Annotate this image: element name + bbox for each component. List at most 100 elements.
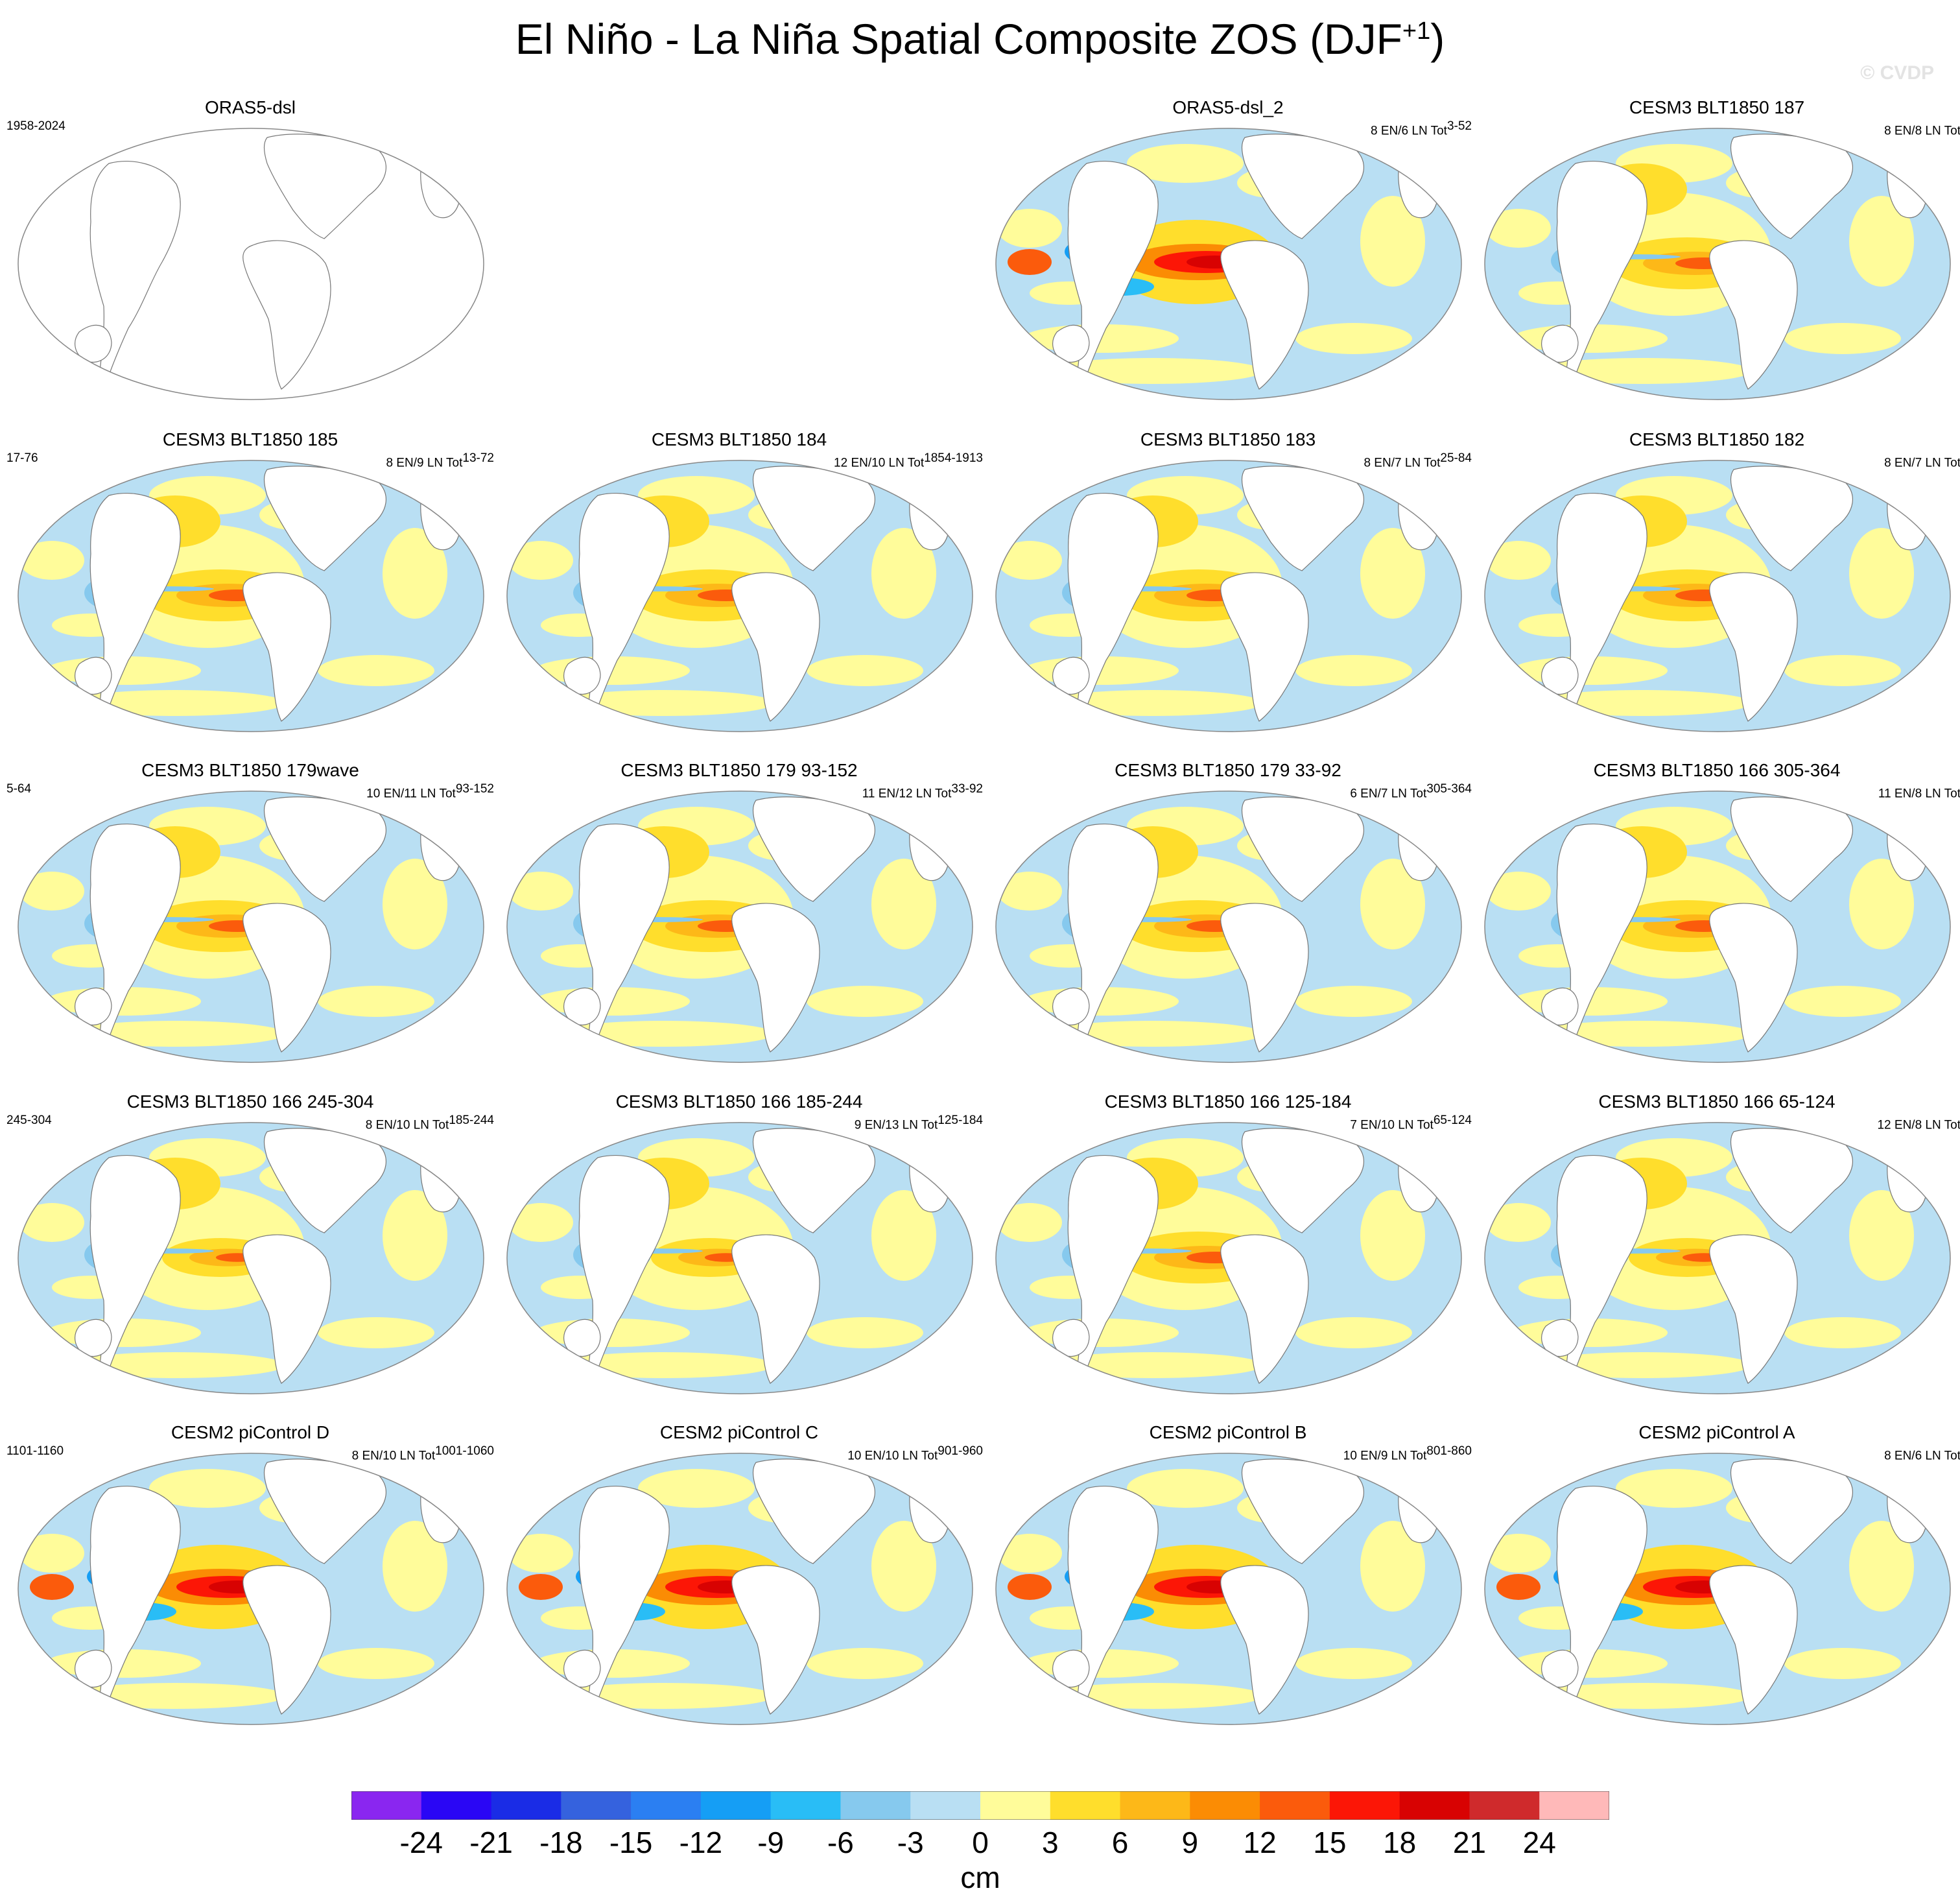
panel-period: 5-64 bbox=[6, 782, 32, 796]
panel-event-count: 12 EN/10 LN Tot1854-1913 bbox=[834, 451, 983, 470]
colorbar-swatch bbox=[491, 1791, 561, 1820]
continent bbox=[731, 903, 820, 1053]
colorbar-tick-label: -21 bbox=[469, 1826, 513, 1859]
event-count-text: 11 EN/8 LN Tot bbox=[1878, 787, 1960, 801]
colorbar-tick-label: 6 bbox=[1111, 1826, 1129, 1859]
map-outline bbox=[18, 1122, 484, 1394]
event-count-text: 8 EN/6 LN Tot bbox=[1884, 1449, 1960, 1463]
panel-title: ORAS5-dsl bbox=[204, 97, 296, 117]
map-panel: ORAS5-dsl_2 8 EN/6 LN Tot3-52 bbox=[984, 97, 1472, 428]
continent bbox=[1556, 823, 1647, 1046]
field-layer bbox=[995, 791, 1462, 1063]
colorbar-tick-label: 12 bbox=[1243, 1826, 1277, 1859]
continent bbox=[1067, 160, 1159, 383]
continent bbox=[1052, 987, 1090, 1026]
continent bbox=[1067, 823, 1159, 1046]
panel-title: ORAS5-dsl_2 bbox=[1172, 97, 1284, 117]
map-panel: CESM3 BLT1850 166 305-364 11 EN/8 LN Tot bbox=[1473, 760, 1960, 1091]
colorbar-tick-label: 9 bbox=[1181, 1826, 1199, 1859]
positive-patch bbox=[871, 528, 936, 619]
field-layer bbox=[1484, 128, 1951, 400]
next-period-text: 801-860 bbox=[1426, 1444, 1472, 1458]
colorbar bbox=[351, 1791, 1609, 1820]
continent bbox=[1067, 1154, 1159, 1377]
colorbar-swatch bbox=[1190, 1791, 1260, 1820]
positive-patch bbox=[1360, 1190, 1425, 1281]
panel-title: CESM3 BLT1850 187 bbox=[1629, 97, 1805, 117]
map-panel: CESM3 BLT1850 179 33-92 6 EN/7 LN Tot305-… bbox=[984, 760, 1472, 1091]
indian-ocean-warm bbox=[1008, 1574, 1052, 1600]
robinson-map bbox=[18, 128, 484, 400]
continent bbox=[563, 656, 601, 695]
map-outline bbox=[18, 460, 484, 732]
positive-patch bbox=[1486, 1534, 1551, 1573]
positive-patch bbox=[807, 1317, 923, 1348]
field-layer bbox=[995, 1122, 1462, 1394]
map-panel: ORAS5-dsl 1958-2024 bbox=[6, 97, 494, 428]
colorbar-swatch bbox=[351, 1791, 422, 1820]
panel-event-count: 11 EN/8 LN Tot bbox=[1878, 782, 1960, 801]
panel-event-count: 8 EN/10 LN Tot1001-1060 bbox=[352, 1444, 494, 1463]
next-period-text: 25-84 bbox=[1440, 451, 1472, 465]
map-outline bbox=[506, 791, 973, 1063]
positive-patch bbox=[383, 1521, 447, 1612]
panel-period: 17-76 bbox=[6, 451, 38, 465]
continent bbox=[578, 1485, 670, 1708]
continent bbox=[1541, 1318, 1579, 1357]
positive-patch bbox=[1486, 541, 1551, 580]
panel-title: CESM3 BLT1850 179wave bbox=[141, 760, 359, 780]
field-layer bbox=[995, 128, 1462, 400]
positive-patch bbox=[1360, 196, 1425, 287]
positive-patch bbox=[1127, 1469, 1244, 1508]
positive-patch bbox=[1849, 859, 1914, 949]
field-layer bbox=[1484, 460, 1951, 732]
event-count-text: 8 EN/6 LN Tot bbox=[1371, 124, 1447, 138]
colorbar-swatch bbox=[980, 1791, 1051, 1820]
map-outline bbox=[506, 1122, 973, 1394]
colorbar-swatch bbox=[1329, 1791, 1400, 1820]
panel-event-count: 11 EN/12 LN Tot33-92 bbox=[862, 782, 983, 801]
field-layer bbox=[18, 1453, 484, 1725]
colorbar-tick-label: 21 bbox=[1452, 1826, 1487, 1859]
continent bbox=[563, 987, 601, 1026]
positive-patch bbox=[508, 872, 573, 911]
map-outline bbox=[506, 1453, 973, 1725]
colorbar-swatch bbox=[1050, 1791, 1121, 1820]
positive-patch bbox=[1295, 655, 1412, 686]
event-count-text: 8 EN/7 LN Tot bbox=[1364, 456, 1441, 470]
map-outline bbox=[1484, 128, 1951, 400]
colorbar-swatch bbox=[561, 1791, 632, 1820]
positive-patch bbox=[149, 1469, 266, 1508]
panel-title: CESM3 BLT1850 179 33-92 bbox=[1115, 760, 1341, 780]
colorbar-swatch bbox=[1399, 1791, 1470, 1820]
positive-patch bbox=[383, 859, 447, 949]
event-count-text: 8 EN/7 LN Tot bbox=[1884, 456, 1960, 470]
event-count-text: 8 EN/10 LN Tot bbox=[351, 1449, 436, 1463]
continent bbox=[1220, 903, 1309, 1053]
event-count-text: 8 EN/8 LN Tot bbox=[1884, 124, 1960, 138]
panel-title: CESM3 BLT1850 166 245-304 bbox=[126, 1091, 374, 1112]
colorbar-tick-label: 0 bbox=[972, 1826, 989, 1859]
continent bbox=[89, 1485, 181, 1708]
positive-patch bbox=[1784, 323, 1901, 354]
continent bbox=[731, 1565, 820, 1715]
positive-patch bbox=[19, 1203, 84, 1242]
panel-event-count: 8 EN/6 LN Tot3-52 bbox=[1371, 119, 1472, 138]
positive-patch bbox=[318, 655, 434, 686]
panel-period: 1101-1160 bbox=[6, 1444, 64, 1458]
positive-patch bbox=[807, 655, 923, 686]
colorbar-swatch bbox=[910, 1791, 981, 1820]
robinson-map bbox=[995, 128, 1462, 400]
panel-title: CESM3 BLT1850 166 125-184 bbox=[1104, 1091, 1352, 1112]
panel-event-count: 9 EN/13 LN Tot125-184 bbox=[855, 1114, 983, 1132]
map-panel: CESM3 BLT1850 166 245-304 245-304 8 EN/10 … bbox=[6, 1091, 494, 1422]
continent bbox=[89, 160, 181, 383]
robinson-map bbox=[506, 1122, 973, 1394]
positive-patch bbox=[1849, 196, 1914, 287]
continent bbox=[1541, 987, 1579, 1026]
event-count-text: 12 EN/8 LN Tot bbox=[1877, 1118, 1960, 1132]
continent bbox=[1541, 656, 1579, 695]
panel-event-count: 10 EN/9 LN Tot801-860 bbox=[1343, 1444, 1472, 1463]
robinson-map bbox=[506, 791, 973, 1063]
panel-event-count: 8 EN/6 LN Tot bbox=[1884, 1444, 1960, 1463]
